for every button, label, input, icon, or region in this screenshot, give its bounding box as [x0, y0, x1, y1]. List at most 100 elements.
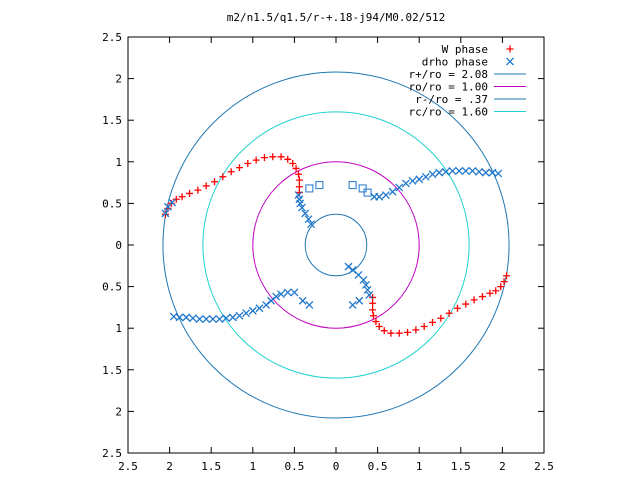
drho-phase-point — [441, 167, 450, 176]
w-phase-point — [453, 304, 461, 312]
drho-phase-point — [305, 300, 314, 309]
x-tick-label: 2 — [499, 460, 506, 473]
w-phase-point — [211, 178, 219, 186]
square-point — [363, 188, 372, 197]
drho-phase-point — [344, 262, 353, 271]
w-phase-point — [429, 318, 437, 326]
x-tick-label: 2.5 — [534, 460, 554, 473]
drho-phase-point — [290, 288, 299, 297]
w-phase-point — [244, 159, 252, 167]
drho-phase-point — [475, 167, 484, 176]
drho-phase-point — [307, 220, 315, 229]
w-phase-point — [380, 327, 388, 335]
drho-phase-point — [297, 203, 306, 212]
w-phase-point — [375, 323, 383, 331]
x-tick-label: 0.5 — [284, 460, 304, 473]
drho-phase-point — [455, 166, 464, 175]
drho-phase-point — [304, 215, 313, 224]
square-point — [348, 181, 357, 190]
drho-phase-point — [222, 314, 231, 323]
drho-phase-point — [195, 315, 204, 324]
square-point — [305, 184, 314, 193]
w-phase-point — [172, 195, 180, 203]
drho-phase-point — [388, 187, 397, 196]
drho-phase-point — [283, 288, 292, 297]
w-phase-point — [235, 164, 243, 172]
drho-phase-point — [435, 168, 444, 177]
y-tick-label: 1.5 — [102, 114, 122, 127]
drho-phase-point — [375, 192, 384, 201]
radius-circle — [252, 161, 420, 329]
w-phase-point — [252, 156, 260, 164]
drho-phase-point — [355, 296, 364, 305]
drho-phase-point — [401, 179, 410, 188]
drho-phase-point — [381, 191, 390, 200]
x-tick-label: 0.5 — [368, 460, 388, 473]
drho-phase-point — [348, 300, 357, 309]
w-phase-point — [260, 154, 268, 162]
legend-marker-sample — [506, 57, 514, 66]
w-phase-point — [269, 153, 277, 161]
drho-phase-point — [481, 168, 490, 177]
w-phase-point — [369, 312, 377, 320]
w-phase-point — [395, 329, 403, 337]
square-point — [315, 181, 324, 190]
drho-phase-point — [468, 166, 477, 175]
drho-phase-point — [182, 313, 191, 322]
x-tick-label: 2 — [166, 460, 173, 473]
w-phase-point — [437, 314, 445, 322]
drho-phase-point — [272, 292, 281, 301]
legend-label: ro/ro = 1.00 — [409, 81, 488, 94]
drho-phase-point — [298, 296, 307, 305]
y-tick-label: 0 — [115, 239, 122, 252]
legend-label: drho phase — [422, 56, 488, 69]
drho-phase-point — [415, 175, 424, 184]
radius-circle — [162, 71, 510, 419]
w-phase-point — [387, 329, 395, 337]
drho-phase-point — [395, 183, 404, 192]
legend-marker-sample — [506, 45, 514, 53]
drho-phase-point — [408, 176, 417, 185]
drho-phase-point — [215, 315, 224, 324]
legend-label: r-/ro = .37 — [415, 93, 488, 106]
w-phase-point — [369, 306, 377, 314]
square-point — [358, 184, 367, 193]
w-phase-point — [492, 287, 500, 295]
drho-phase-point — [296, 199, 305, 208]
w-phase-point — [503, 272, 511, 280]
y-tick-label: 0.5 — [102, 197, 122, 210]
x-tick-label: 1 — [249, 460, 256, 473]
drho-phase-point — [242, 309, 251, 318]
y-tick-label: 1.5 — [102, 364, 122, 377]
x-tick-label: 2.5 — [118, 460, 138, 473]
w-phase-point — [227, 168, 235, 176]
drho-phase-point — [448, 166, 457, 175]
drho-phase-point — [363, 285, 372, 294]
drho-phase-point — [428, 170, 437, 179]
x-tick-label: 1.5 — [451, 460, 471, 473]
drho-phase-point — [168, 198, 177, 207]
w-phase-point — [462, 300, 470, 308]
radius-circles — [162, 71, 510, 419]
drho-phase-point — [208, 315, 217, 324]
w-phase-point — [486, 289, 494, 297]
axis-ticks: 2.5 2 1.5 1 0.5 0 0.5 1 1.5 2 2.52.521.510.500.511… — [102, 31, 554, 473]
w-phase-point — [178, 193, 186, 201]
data-points — [161, 153, 511, 337]
w-phase-point — [295, 176, 303, 184]
drho-phase-point — [277, 290, 286, 299]
radius-circle — [202, 111, 470, 379]
drho-phase-point — [248, 306, 257, 315]
x-tick-label: 0 — [333, 460, 340, 473]
w-phase-point — [372, 318, 380, 326]
w-phase-point — [292, 164, 300, 172]
y-tick-label: 1 — [115, 322, 122, 335]
y-tick-label: 0.5 — [102, 281, 122, 294]
chart-title: m2/n1.5/q1.5/r-+.18-j94/M0.02/512 — [227, 11, 446, 24]
legend-label: r+/ro = 2.08 — [409, 68, 488, 81]
w-phase-point — [470, 296, 478, 304]
w-phase-point — [289, 159, 297, 167]
w-phase-point — [497, 283, 505, 291]
